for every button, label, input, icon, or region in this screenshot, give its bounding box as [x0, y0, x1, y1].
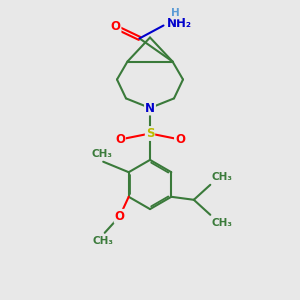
Text: S: S [146, 127, 154, 140]
Text: CH₃: CH₃ [91, 149, 112, 159]
Text: O: O [115, 133, 125, 146]
Text: NH₂: NH₂ [167, 17, 191, 31]
Text: CH₃: CH₃ [93, 236, 114, 246]
Text: CH₃: CH₃ [212, 172, 233, 182]
Text: O: O [175, 133, 185, 146]
Text: O: O [115, 210, 125, 223]
Text: H: H [171, 8, 180, 19]
Text: O: O [110, 20, 121, 34]
Text: CH₃: CH₃ [212, 218, 233, 228]
Text: N: N [145, 101, 155, 115]
